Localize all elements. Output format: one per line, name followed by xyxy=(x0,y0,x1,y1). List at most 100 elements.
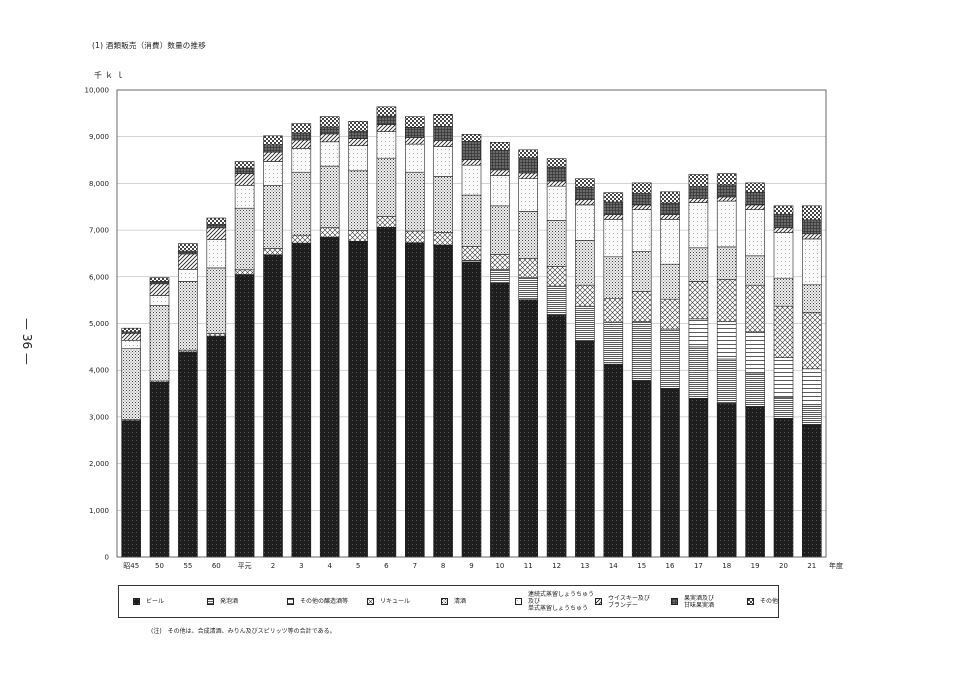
bar-segment xyxy=(745,209,765,257)
x-tick-label: 2 xyxy=(271,562,275,570)
bar-segment xyxy=(404,171,425,232)
bar-segment xyxy=(490,142,510,151)
bar-segment xyxy=(688,281,709,320)
bar-segment xyxy=(518,299,539,558)
bar-stack xyxy=(773,205,794,558)
bar-stack xyxy=(348,121,368,558)
x-tick-label: 4 xyxy=(327,562,332,570)
legend-swatch xyxy=(287,598,294,605)
bar-segment xyxy=(631,380,652,558)
legend-item: その他の醸造酒等 xyxy=(287,586,348,617)
legend-swatch xyxy=(367,598,374,605)
bar-segment xyxy=(206,227,227,240)
bar-segment xyxy=(773,417,794,558)
bar-segment xyxy=(461,141,482,160)
page-number: — 36 — xyxy=(20,318,34,365)
legend-swatch xyxy=(207,598,214,605)
bar-segment xyxy=(631,209,652,252)
x-tick-label: 6 xyxy=(384,562,389,570)
bar-segment xyxy=(688,318,709,348)
legend-item: その他 xyxy=(747,586,778,617)
bar-segment xyxy=(773,227,794,233)
x-tick-label: 55 xyxy=(183,562,192,570)
bar-segment xyxy=(716,321,737,360)
bar-segment xyxy=(688,186,709,199)
x-tick-label: 60 xyxy=(212,562,221,570)
bar-stack xyxy=(234,161,255,558)
bar-segment xyxy=(263,185,283,249)
bar-segment xyxy=(348,145,368,172)
bar-segment xyxy=(461,194,482,247)
bar-segment xyxy=(773,213,794,228)
legend-label: 果実酒及び 甘味果実酒 xyxy=(684,594,715,609)
x-tick-label: 平元 xyxy=(238,562,252,570)
bar-segment xyxy=(546,266,567,287)
bar-segment xyxy=(603,298,624,323)
bar-segment xyxy=(291,242,312,558)
bar-segment xyxy=(319,165,340,229)
x-tick-label: 7 xyxy=(413,562,417,570)
bar-segment xyxy=(546,285,567,316)
bar-stack xyxy=(688,174,709,558)
y-tick-label: 6,000 xyxy=(89,273,109,281)
bar-segment xyxy=(291,234,312,244)
bar-segment xyxy=(319,141,340,167)
bar-segment xyxy=(490,254,510,270)
bar-segment xyxy=(433,140,453,147)
bar-segment xyxy=(603,321,624,365)
bar-segment xyxy=(745,406,765,558)
x-tick-label: 8 xyxy=(441,562,445,570)
y-tick-label: 7,000 xyxy=(89,227,109,235)
bar-segment xyxy=(745,331,765,375)
bar-segment xyxy=(376,227,397,558)
bar-stack xyxy=(745,182,765,558)
bar-segment xyxy=(518,172,539,180)
bar-segment xyxy=(433,232,453,246)
x-tick-label: 18 xyxy=(722,562,731,570)
bar-stack xyxy=(263,135,283,558)
bar-segment xyxy=(234,167,255,174)
bar-segment xyxy=(575,178,595,188)
bar-segment xyxy=(631,182,652,194)
bar-stack xyxy=(433,114,453,558)
bar-stack xyxy=(461,134,482,558)
bar-segment xyxy=(575,186,595,201)
bar-segment xyxy=(546,166,567,182)
bar-segment xyxy=(404,230,425,243)
bar-segment xyxy=(660,298,680,330)
bar-segment xyxy=(121,348,141,421)
bar-segment xyxy=(149,283,170,296)
legend-swatch xyxy=(595,598,602,605)
x-tick-label: 50 xyxy=(155,562,164,570)
bar-segment xyxy=(461,246,482,261)
bar-segment xyxy=(801,312,822,370)
y-axis-unit-label: 千ｋｌ xyxy=(94,71,127,80)
bar-segment xyxy=(291,171,312,236)
bar-segment xyxy=(319,126,340,135)
bar-segment xyxy=(263,151,283,162)
bar-segment xyxy=(149,277,170,282)
legend-label: その他 xyxy=(760,598,779,605)
bar-segment xyxy=(518,276,539,300)
bar-segment xyxy=(291,123,312,134)
legend-item: ビール xyxy=(133,586,164,617)
bar-segment xyxy=(490,205,510,255)
bar-segment xyxy=(319,133,340,143)
bar-stack xyxy=(149,277,170,558)
bar-segment xyxy=(745,373,765,407)
bar-segment xyxy=(716,246,737,280)
bar-segment xyxy=(575,284,595,307)
bar-segment xyxy=(773,232,794,279)
legend-label: その他の醸造酒等 xyxy=(300,598,349,605)
bar-segment xyxy=(461,159,482,166)
bar-segment xyxy=(178,250,198,255)
bar-segment xyxy=(745,255,765,286)
bar-stack xyxy=(546,158,567,558)
x-tick-label: 15 xyxy=(637,562,646,570)
y-tick-label: 9,000 xyxy=(89,133,109,141)
bar-segment xyxy=(376,131,397,159)
bar-segment xyxy=(546,180,567,187)
bar-segment xyxy=(660,328,680,389)
bar-segment xyxy=(801,368,822,407)
